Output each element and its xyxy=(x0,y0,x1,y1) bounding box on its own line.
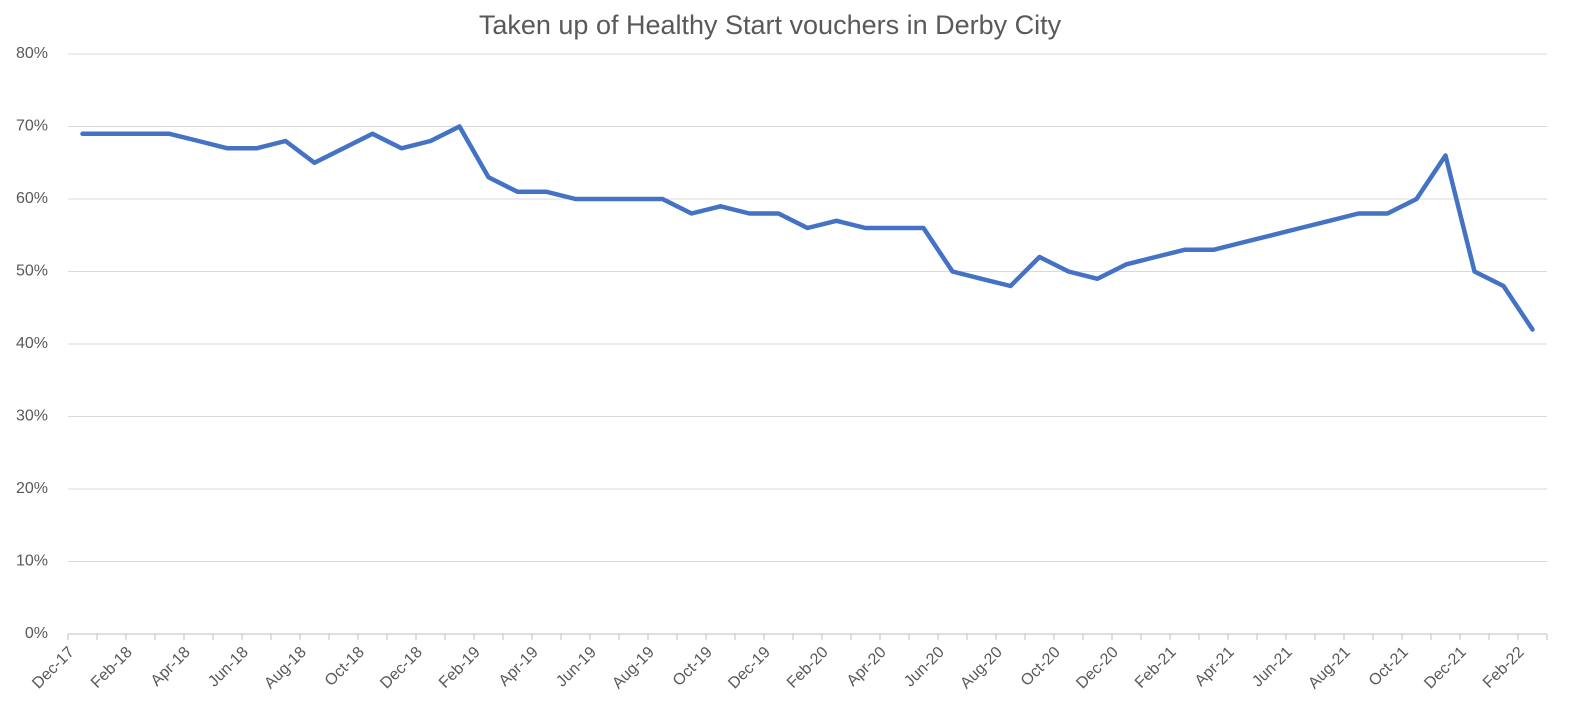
y-tick-label: 10% xyxy=(16,553,48,570)
x-tick-label: Apr-20 xyxy=(844,644,890,690)
y-tick-label: 60% xyxy=(16,190,48,207)
x-tick-label: Aug-21 xyxy=(1305,644,1354,693)
x-tick-label: Aug-20 xyxy=(957,644,1006,693)
x-tick-label: Oct-21 xyxy=(1366,644,1412,690)
y-tick-label: 20% xyxy=(16,480,48,497)
x-tick-label: Feb-21 xyxy=(1132,644,1180,692)
x-tick-label: Oct-18 xyxy=(322,644,368,690)
y-tick-label: 30% xyxy=(16,408,48,425)
x-tick-label: Apr-19 xyxy=(496,644,542,690)
x-tick-label: Feb-20 xyxy=(784,644,832,692)
x-tick-label: Apr-18 xyxy=(148,644,194,690)
x-tick-label: Jun-21 xyxy=(1249,644,1296,691)
x-tick-label: Dec-18 xyxy=(377,644,426,693)
x-tick-label: Jun-18 xyxy=(205,644,252,691)
x-tick-label: Feb-18 xyxy=(88,644,136,692)
x-tick-label: Aug-18 xyxy=(261,644,310,693)
x-tick-label: Dec-19 xyxy=(725,644,774,693)
y-tick-label: 0% xyxy=(25,625,48,642)
y-tick-label: 40% xyxy=(16,335,48,352)
x-tick-label: Aug-19 xyxy=(609,644,658,693)
x-tick-label: Feb-19 xyxy=(436,644,484,692)
x-tick-label: Dec-17 xyxy=(29,644,78,693)
x-tick-label: Feb-22 xyxy=(1480,644,1528,692)
chart-title: Taken up of Healthy Start vouchers in De… xyxy=(479,10,1062,40)
y-tick-label: 50% xyxy=(16,263,48,280)
x-tick-label: Apr-21 xyxy=(1192,644,1238,690)
x-tick-label: Jun-20 xyxy=(901,644,948,691)
x-tick-label: Dec-20 xyxy=(1073,644,1122,693)
x-tick-label: Oct-19 xyxy=(670,644,716,690)
x-tick-label: Oct-20 xyxy=(1018,644,1064,690)
y-tick-label: 80% xyxy=(16,45,48,62)
data-line xyxy=(80,124,1535,332)
x-tick-label: Jun-19 xyxy=(553,644,600,691)
x-tick-label: Dec-21 xyxy=(1421,644,1470,693)
y-tick-label: 70% xyxy=(16,118,48,135)
